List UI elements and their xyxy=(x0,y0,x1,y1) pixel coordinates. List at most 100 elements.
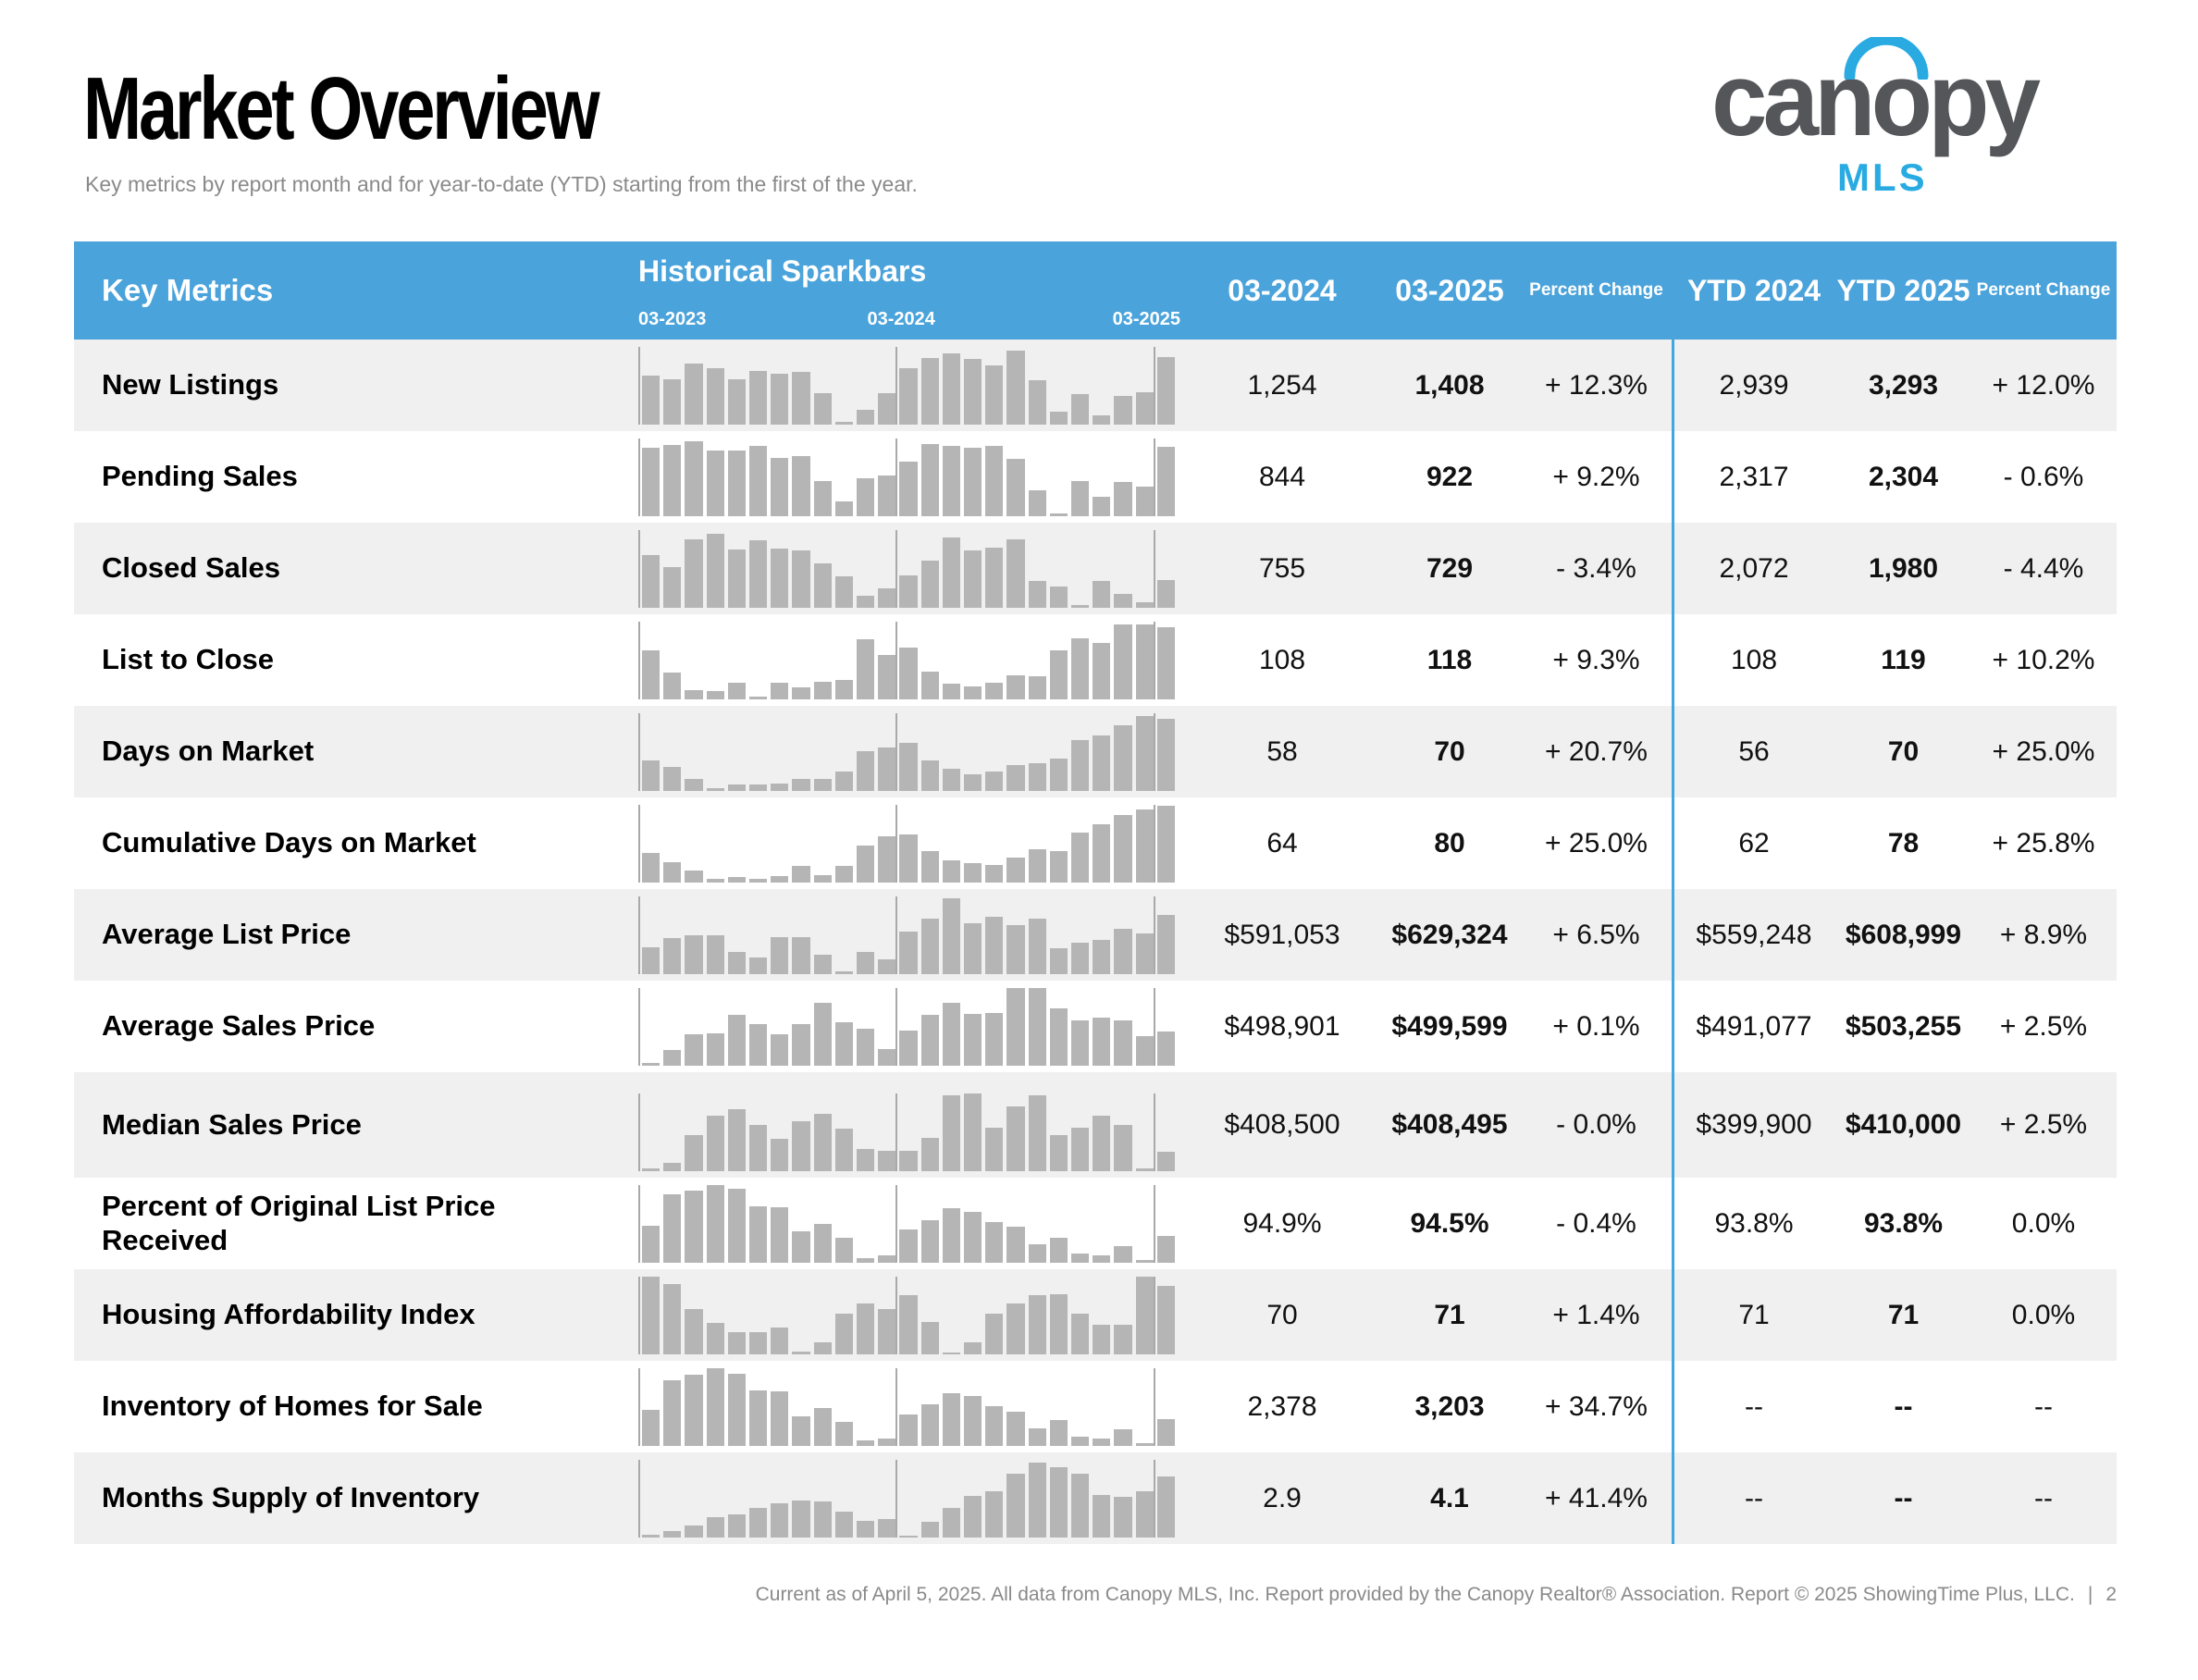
spark-bar xyxy=(813,1342,832,1354)
spark-bar xyxy=(706,690,724,699)
spark-bar xyxy=(899,1151,918,1171)
spark-bar xyxy=(813,563,832,608)
spark-bar xyxy=(1156,1235,1176,1263)
spark-bar xyxy=(1071,1474,1090,1538)
spark-bar xyxy=(878,588,896,608)
spark-bar xyxy=(878,1518,896,1538)
sparkbar-area xyxy=(638,1277,1176,1354)
value-ytd-prev: 2,939 xyxy=(1719,369,1789,401)
sparkbar-tick-end xyxy=(1153,1460,1155,1538)
sparkbar-tick-start xyxy=(638,1185,640,1263)
spark-bar xyxy=(1093,824,1111,883)
value-ytd-prev: 62 xyxy=(1738,827,1770,859)
spark-bar xyxy=(857,477,875,516)
sparkbar-area xyxy=(638,1460,1176,1538)
spark-bar xyxy=(834,1238,854,1263)
spark-bar xyxy=(985,1406,1004,1446)
table-row: Average Sales Price $498,901 $499,599 + … xyxy=(74,981,2117,1072)
spark-bar xyxy=(1049,1007,1068,1066)
spark-bar xyxy=(1028,1462,1046,1538)
spark-bar xyxy=(1028,1094,1046,1171)
spark-bar xyxy=(706,935,724,974)
value-month-prev: 2,378 xyxy=(1247,1390,1317,1422)
value-ytd-curr: 1,980 xyxy=(1868,552,1939,584)
value-ytd-percent-change: -- xyxy=(2034,1482,2053,1513)
spark-bar xyxy=(792,778,810,791)
spark-bar xyxy=(792,866,810,883)
spark-bar xyxy=(1028,490,1046,516)
spark-bar xyxy=(685,689,703,699)
spark-bar xyxy=(878,959,896,974)
spark-bar xyxy=(1049,650,1068,699)
sparkbar-bars xyxy=(638,347,1176,425)
spark-bar xyxy=(985,1127,1004,1171)
value-month-curr: 80 xyxy=(1434,827,1465,859)
spark-bar xyxy=(985,548,1004,608)
value-ytd-curr: 3,293 xyxy=(1868,369,1939,401)
table-row: New Listings 1,254 1,408 + 12.3% 2,939 3… xyxy=(74,340,2117,431)
sparkbar-tick-mid xyxy=(895,530,898,608)
spark-bar xyxy=(1071,637,1090,699)
spark-bar xyxy=(920,671,939,699)
metric-label: Closed Sales xyxy=(102,551,280,585)
sparkbar-axis-label-mid: 03-2024 xyxy=(867,309,935,329)
spark-bar xyxy=(813,681,832,699)
spark-bar xyxy=(813,1501,832,1538)
value-ytd-curr: 70 xyxy=(1887,735,1920,767)
spark-bar xyxy=(857,951,875,974)
value-month-prev: 1,254 xyxy=(1247,369,1317,401)
spark-bar xyxy=(792,456,810,516)
spark-bar xyxy=(834,971,854,974)
spark-bar xyxy=(1114,929,1132,974)
value-month-curr: 3,203 xyxy=(1414,1390,1485,1422)
table-row: Housing Affordability Index 70 71 + 1.4%… xyxy=(74,1269,2117,1361)
table-row: Days on Market 58 70 + 20.7% 56 70 + 25.… xyxy=(74,706,2117,797)
spark-bar xyxy=(1071,1436,1090,1446)
value-month-prev: 70 xyxy=(1266,1299,1298,1330)
spark-bar xyxy=(985,683,1004,699)
spark-bar xyxy=(964,448,982,516)
spark-bar xyxy=(878,655,896,699)
spark-bar xyxy=(920,918,939,974)
sparkbar-chart xyxy=(638,981,1186,1072)
spark-bar xyxy=(942,1508,961,1538)
value-ytd-prev: $559,248 xyxy=(1696,919,1812,950)
spark-bar xyxy=(727,784,747,791)
spark-bar xyxy=(857,751,875,791)
spark-bar xyxy=(749,784,768,791)
sparkbar-tick-start xyxy=(638,439,640,516)
value-ytd-curr: -- xyxy=(1894,1482,1913,1513)
table-row: List to Close 108 118 + 9.3% 108 119 + 1… xyxy=(74,614,2117,706)
spark-bar xyxy=(1135,487,1154,516)
spark-bar xyxy=(749,445,768,516)
sparkbar-area xyxy=(638,896,1176,974)
spark-bar xyxy=(663,1194,682,1263)
spark-bar xyxy=(1135,715,1154,791)
value-ytd-prev: 71 xyxy=(1738,1299,1770,1330)
table-row: Closed Sales 755 729 - 3.4% 2,072 1,980 … xyxy=(74,523,2117,614)
spark-bar xyxy=(813,874,832,883)
sparkbar-tick-start xyxy=(638,988,640,1066)
value-month-percent-change: + 0.1% xyxy=(1552,1010,1640,1042)
spark-bar xyxy=(1156,718,1176,791)
spark-bar xyxy=(1114,1497,1132,1538)
spark-bar xyxy=(1135,391,1154,425)
spark-bar xyxy=(1049,948,1068,974)
value-ytd-percent-change: + 25.0% xyxy=(1992,735,2095,767)
table-row: Inventory of Homes for Sale 2,378 3,203 … xyxy=(74,1361,2117,1452)
metric-label: Cumulative Days on Market xyxy=(102,826,476,859)
sparkbar-chart xyxy=(638,1269,1186,1361)
value-month-percent-change: + 1.4% xyxy=(1552,1299,1640,1330)
spark-bar xyxy=(834,680,854,699)
sparkbar-bars xyxy=(638,713,1176,791)
spark-bar xyxy=(1006,458,1025,516)
spark-bar xyxy=(985,864,1004,883)
spark-bar xyxy=(1071,604,1090,608)
spark-bar xyxy=(1135,1259,1154,1263)
sparkbar-area xyxy=(638,988,1176,1066)
spark-bar xyxy=(1156,805,1176,883)
spark-bar xyxy=(857,1440,875,1446)
spark-bar xyxy=(1071,1314,1090,1354)
sparkbar-bars xyxy=(638,1093,1176,1171)
